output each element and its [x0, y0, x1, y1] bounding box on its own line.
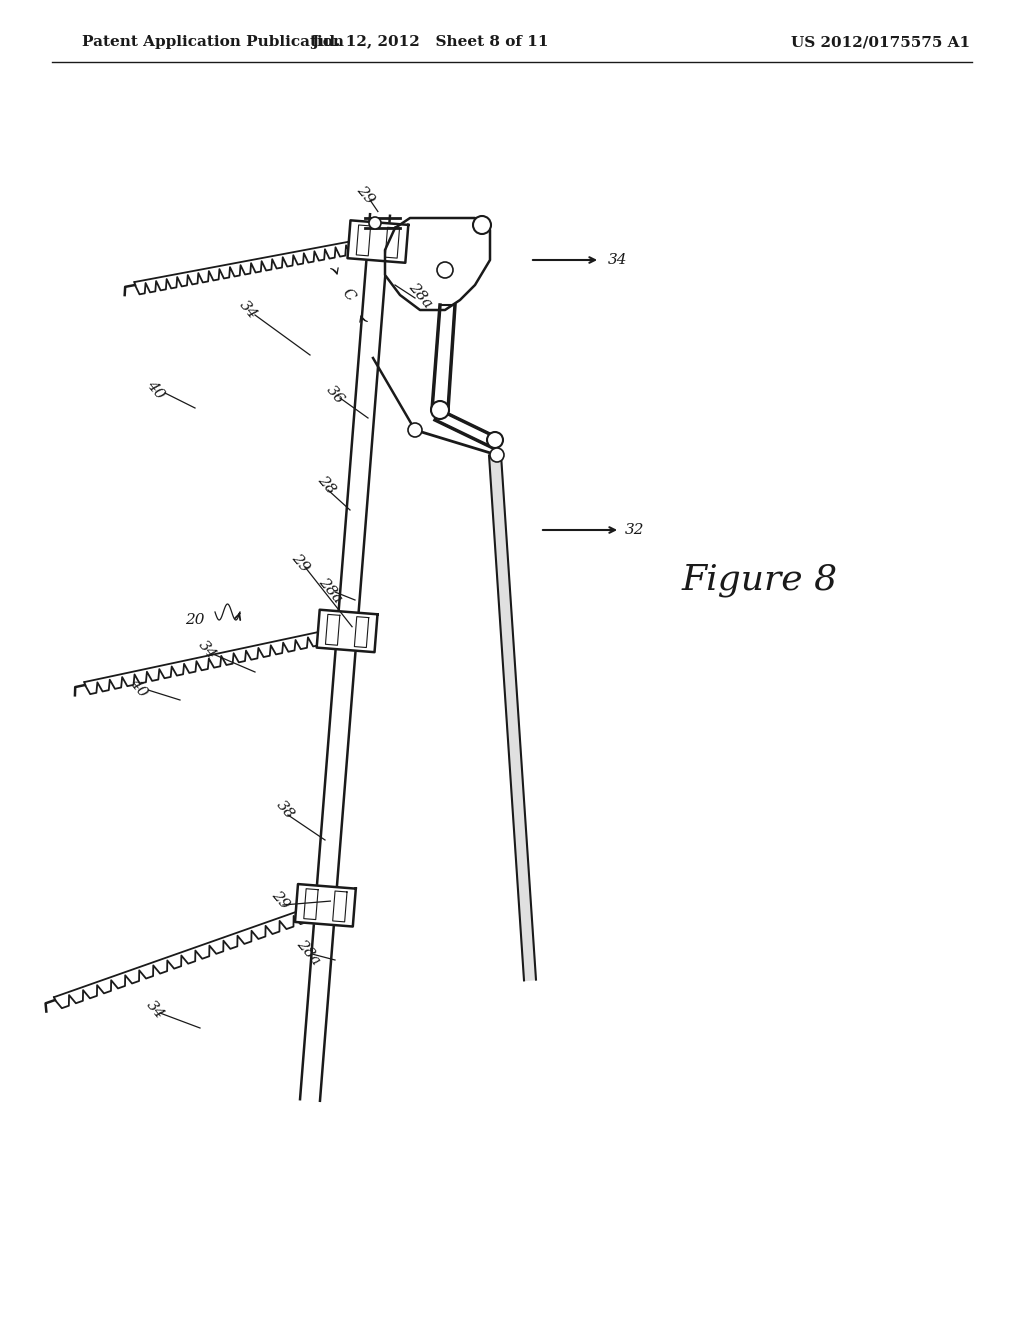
- Circle shape: [431, 401, 449, 418]
- Text: C: C: [339, 286, 357, 304]
- Text: 28a: 28a: [294, 936, 323, 968]
- Text: 34: 34: [143, 998, 167, 1022]
- Text: 28a: 28a: [315, 574, 344, 606]
- Text: Patent Application Publication: Patent Application Publication: [82, 36, 344, 49]
- Polygon shape: [347, 220, 409, 263]
- Text: Figure 8: Figure 8: [682, 564, 838, 597]
- Circle shape: [487, 432, 503, 447]
- Text: 40: 40: [143, 378, 167, 403]
- Text: 29: 29: [289, 550, 311, 576]
- Text: Jul. 12, 2012   Sheet 8 of 11: Jul. 12, 2012 Sheet 8 of 11: [311, 36, 549, 49]
- Polygon shape: [316, 610, 378, 652]
- Text: 29: 29: [268, 888, 292, 912]
- Text: 34: 34: [196, 638, 219, 661]
- Text: 38: 38: [273, 799, 297, 822]
- Circle shape: [437, 261, 453, 279]
- Polygon shape: [489, 454, 536, 981]
- Circle shape: [369, 216, 381, 228]
- Circle shape: [473, 216, 490, 234]
- Text: 34: 34: [608, 253, 628, 267]
- Text: 32: 32: [626, 523, 645, 537]
- Text: 29: 29: [353, 183, 377, 207]
- Circle shape: [408, 422, 422, 437]
- Polygon shape: [295, 884, 355, 927]
- Text: US 2012/0175575 A1: US 2012/0175575 A1: [791, 36, 970, 49]
- Polygon shape: [432, 305, 455, 411]
- Circle shape: [490, 447, 504, 462]
- Text: 34: 34: [237, 298, 260, 322]
- Text: 40: 40: [126, 676, 150, 700]
- Text: 28a: 28a: [406, 280, 434, 310]
- Polygon shape: [435, 411, 498, 447]
- Text: 20: 20: [185, 612, 205, 627]
- Text: 28: 28: [314, 473, 338, 496]
- Polygon shape: [385, 218, 490, 310]
- Text: 36: 36: [324, 383, 347, 407]
